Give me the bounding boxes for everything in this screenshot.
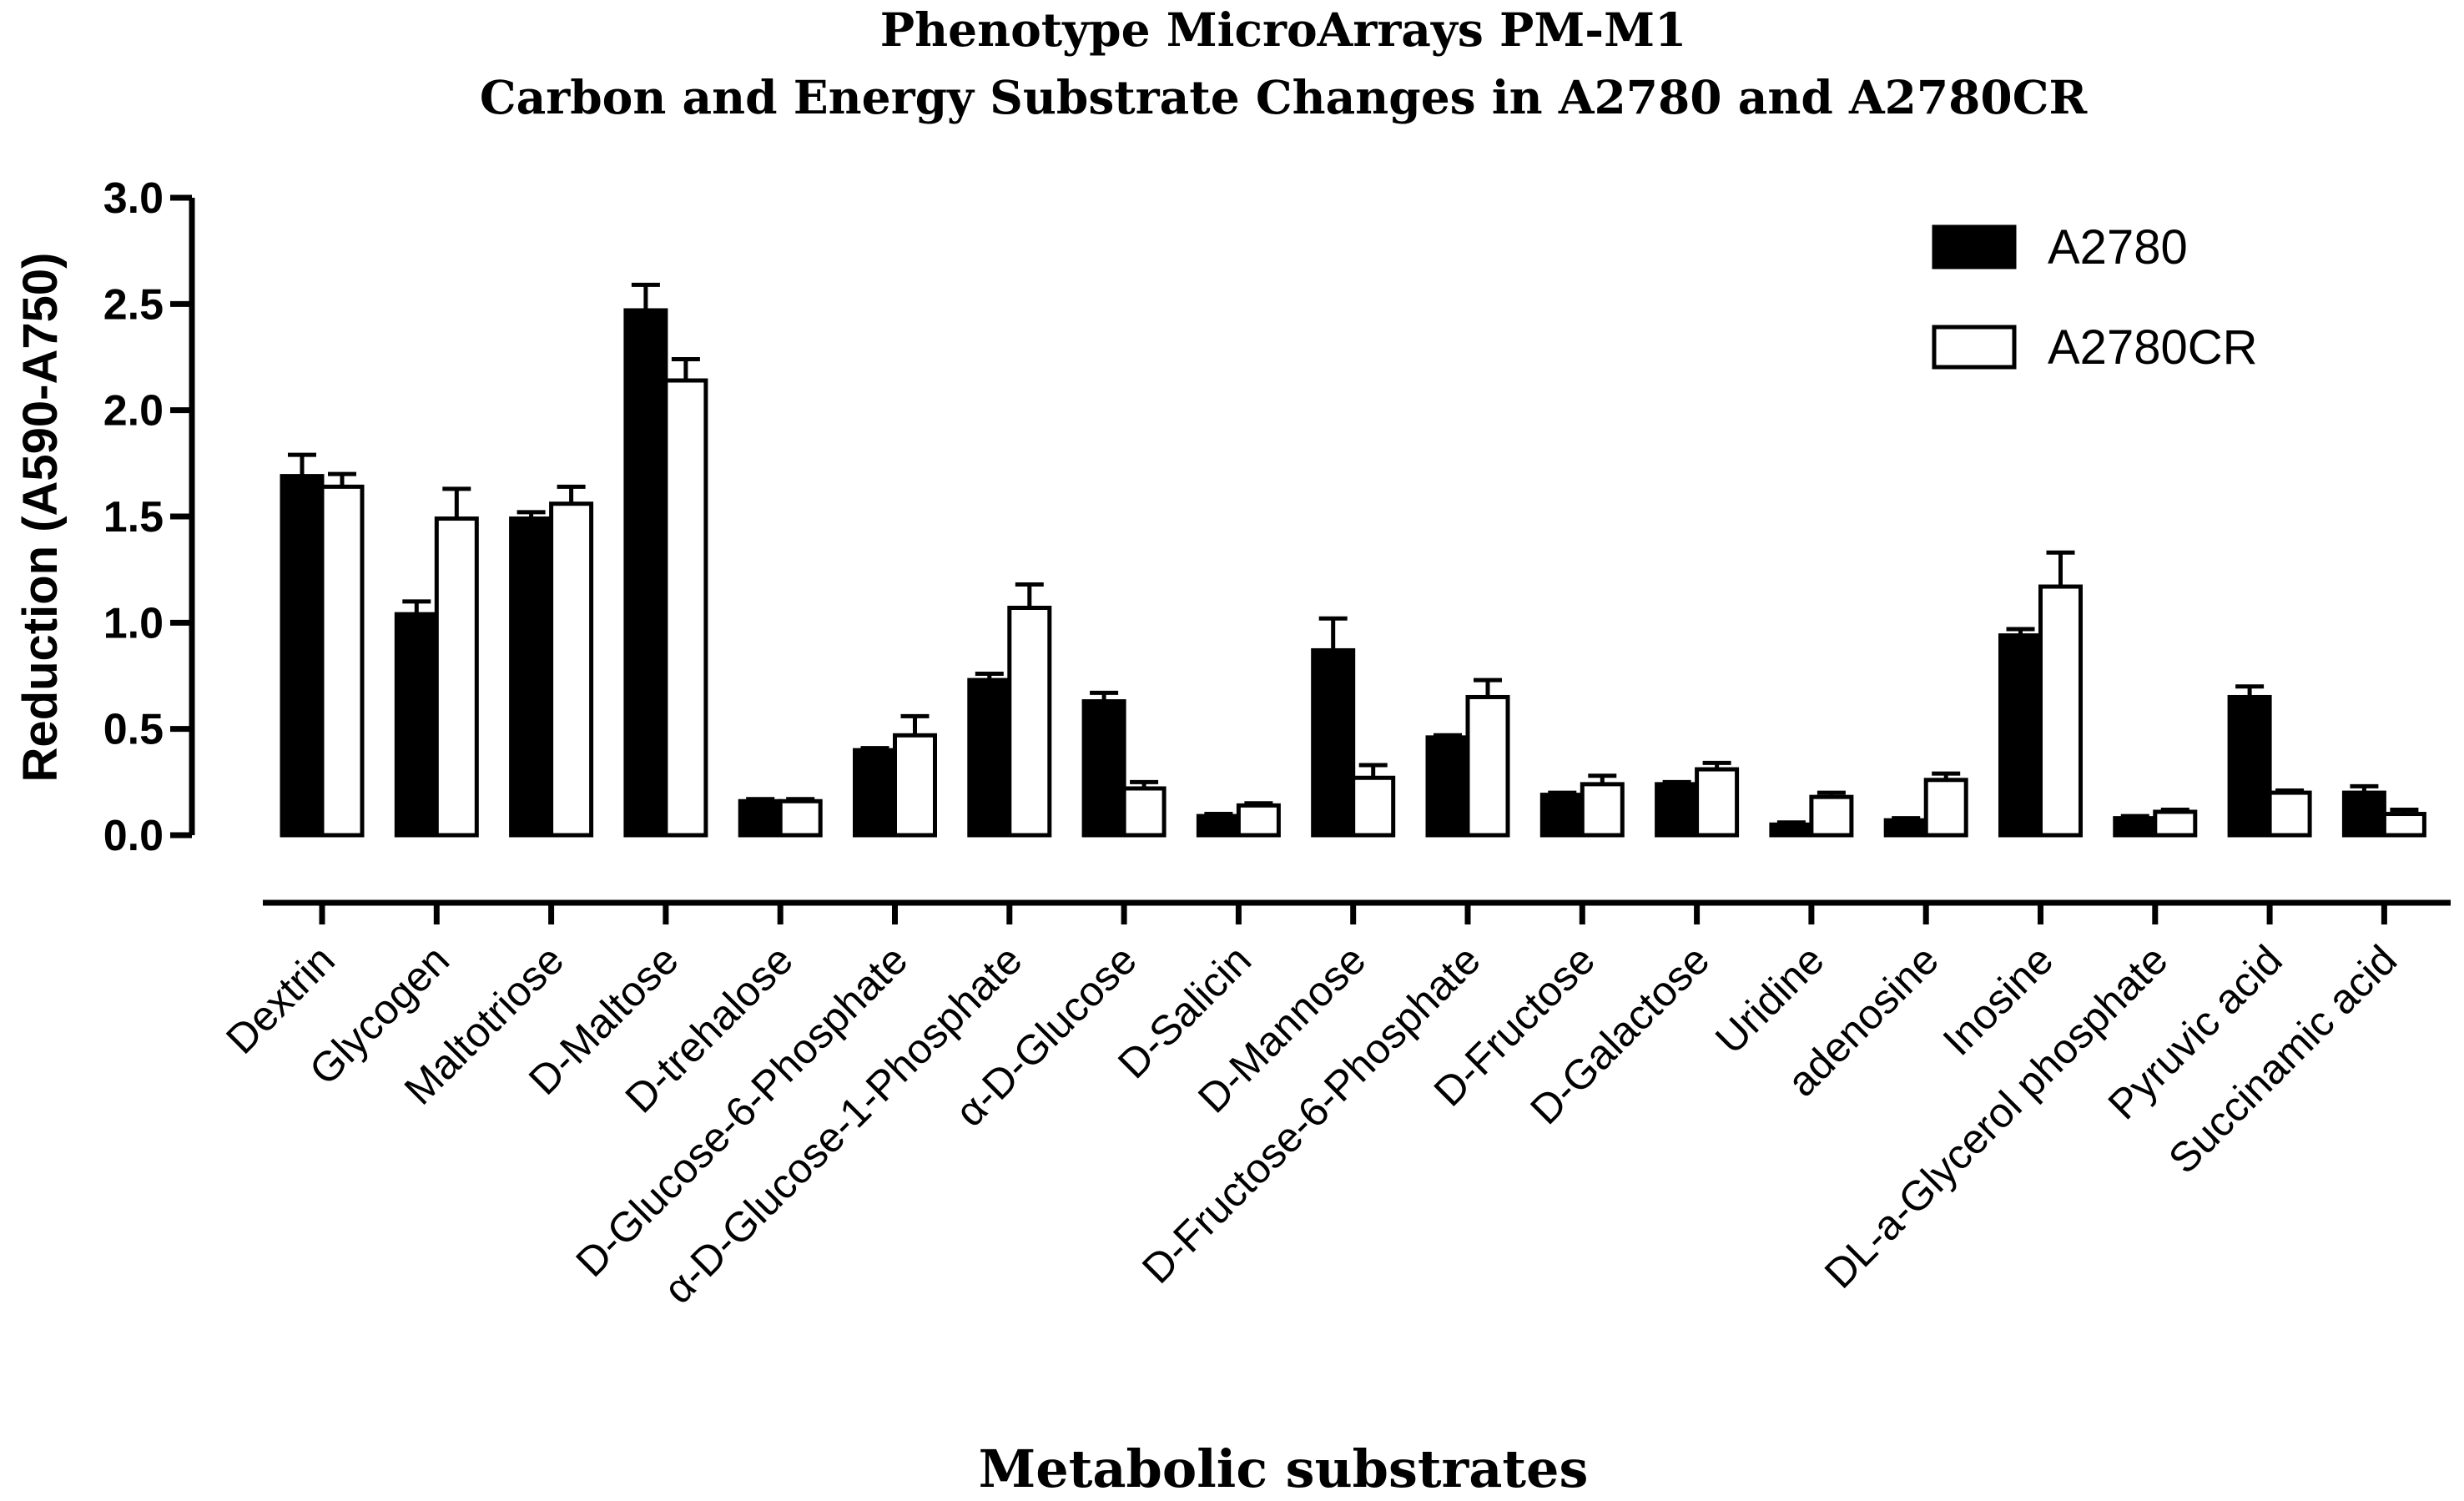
y-tick-label: 2.5 bbox=[103, 280, 164, 329]
bar-a2780cr bbox=[2153, 809, 2198, 838]
bar-a2780cr bbox=[1465, 694, 1510, 838]
y-tick-label: 3.0 bbox=[103, 174, 164, 223]
bar-a2780cr bbox=[1923, 778, 1968, 838]
bar-a2780 bbox=[394, 612, 439, 838]
y-tick-label: 0.5 bbox=[103, 706, 164, 754]
bar-a2780cr bbox=[778, 798, 823, 838]
bar-a2780cr bbox=[1236, 803, 1281, 838]
bar-a2780cr bbox=[893, 733, 937, 838]
legend: A2780 A2780CR bbox=[1932, 220, 2257, 375]
y-axis: 0.0 0.5 1.0 1.5 2.0 2.5 3.0 bbox=[103, 174, 195, 860]
y-tick-label: 2.0 bbox=[103, 387, 164, 436]
x-axis: DextrinGlycogenMaltotrioseD-MaltoseD-tre… bbox=[217, 899, 2451, 1312]
bar-a2780cr bbox=[320, 484, 365, 838]
bar-a2780 bbox=[1311, 647, 1356, 838]
bar-a2780cr bbox=[663, 378, 708, 838]
bar-a2780cr bbox=[2267, 790, 2312, 838]
legend-swatch bbox=[1932, 325, 2017, 370]
bar-a2780 bbox=[509, 516, 554, 838]
bar-a2780cr bbox=[434, 516, 479, 838]
bar-a2780cr bbox=[2381, 812, 2426, 838]
bar-a2780cr bbox=[2038, 584, 2083, 838]
bar-a2780 bbox=[2227, 694, 2272, 838]
bar-a2780 bbox=[738, 798, 783, 838]
bar-a2780cr bbox=[1695, 767, 1740, 838]
bar-a2780 bbox=[967, 677, 1012, 838]
bar-a2780cr bbox=[1121, 786, 1166, 838]
bar-a2780 bbox=[280, 474, 325, 838]
bar-a2780cr bbox=[549, 501, 594, 838]
chart-subtitle: Carbon and Energy Substrate Changes in A… bbox=[480, 70, 2089, 124]
chart-title: Phenotype MicroArrays PM-M1 bbox=[880, 3, 1686, 57]
bar-a2780 bbox=[1769, 822, 1814, 838]
y-tick-label: 1.5 bbox=[103, 493, 164, 541]
bar-a2780 bbox=[853, 748, 897, 838]
legend-label: A2780CR bbox=[2048, 320, 2257, 375]
bar-a2780cr bbox=[1580, 782, 1625, 838]
bar-a2780cr bbox=[1809, 794, 1854, 838]
x-axis-label: Metabolic substrates bbox=[979, 1438, 1589, 1499]
bar-a2780cr bbox=[1351, 775, 1396, 838]
bars-group bbox=[280, 282, 2426, 838]
bar-a2780 bbox=[2113, 816, 2158, 838]
bar-a2780 bbox=[1998, 633, 2043, 838]
y-tick-label: 1.0 bbox=[103, 599, 164, 647]
bar-a2780 bbox=[1425, 735, 1470, 838]
bar-a2780 bbox=[1196, 813, 1241, 838]
legend-label: A2780 bbox=[2048, 220, 2188, 275]
y-axis-label: Reduction (A590-A750) bbox=[13, 253, 68, 783]
bar-a2780 bbox=[2341, 790, 2386, 838]
bar-a2780 bbox=[1655, 782, 1700, 838]
y-tick-label: 0.0 bbox=[103, 812, 164, 860]
bar-a2780 bbox=[623, 308, 668, 838]
bar-a2780 bbox=[1081, 699, 1126, 838]
bar-a2780 bbox=[1883, 818, 1928, 838]
bar-a2780cr bbox=[1007, 606, 1052, 838]
legend-swatch bbox=[1932, 224, 2017, 269]
bar-a2780 bbox=[1539, 793, 1585, 838]
